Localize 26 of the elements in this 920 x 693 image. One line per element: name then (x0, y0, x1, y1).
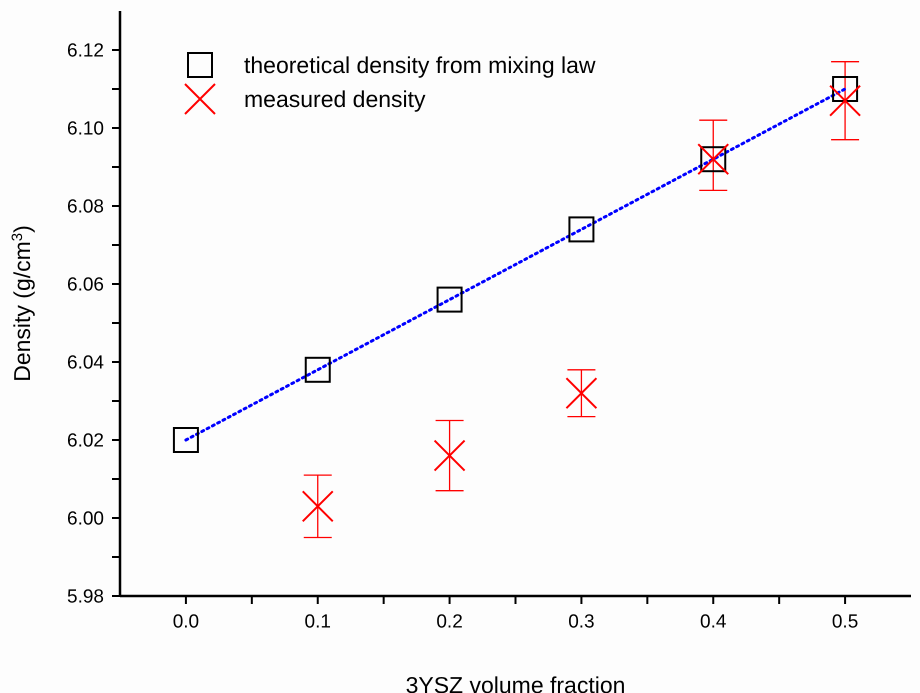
y-tick-label: 6.08 (67, 196, 104, 218)
point (832, 76, 858, 102)
y-tick-label: 6.00 (67, 508, 104, 530)
point (172, 427, 199, 453)
y-tick-label: 6.06 (67, 274, 104, 296)
x-tick-label: 0.3 (568, 611, 595, 632)
point (304, 356, 331, 383)
y-tick-label: 6.12 (67, 40, 104, 62)
point (829, 84, 862, 117)
legend-label: theoretical density from mixing law (244, 52, 596, 78)
point (565, 377, 598, 410)
y-tick-label: 6.04 (67, 352, 104, 374)
x-axis-title: 3YSZ volume fraction (406, 672, 626, 693)
y-tick-label: 6.10 (67, 118, 104, 140)
y-tick-label: 5.98 (67, 586, 104, 608)
point (436, 286, 463, 313)
point (568, 216, 594, 242)
x-tick-label: 0.5 (832, 611, 858, 632)
x-tick-label: 0.4 (700, 611, 727, 632)
x-tick-label: 0.1 (304, 611, 331, 632)
legend-label: measured density (244, 86, 426, 112)
y-tick-label: 6.02 (67, 430, 104, 452)
point (302, 490, 334, 522)
x-tick-label: 0.0 (172, 611, 200, 632)
point (434, 440, 466, 472)
x-tick-label: 0.2 (436, 611, 463, 632)
